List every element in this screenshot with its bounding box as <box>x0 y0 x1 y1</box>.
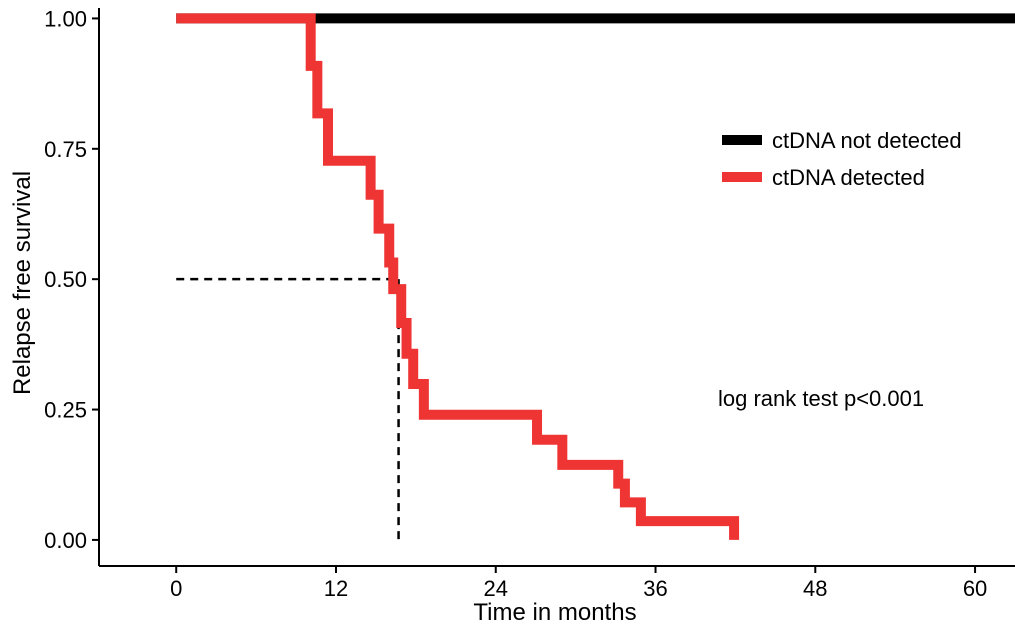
x-tick-label: 12 <box>324 576 348 601</box>
series-layer <box>176 13 1015 540</box>
median-survival-reference <box>176 277 400 540</box>
y-axis-ticks: 0.00 0.25 0.50 0.75 1.00 <box>44 6 99 553</box>
y-tick-label: 0.75 <box>44 137 87 162</box>
y-tick-label: 0.25 <box>44 398 87 423</box>
y-tick-label: 0.00 <box>44 528 87 553</box>
series-line-ctdna-detected <box>176 13 740 540</box>
x-tick-label: 0 <box>170 576 182 601</box>
x-tick-label: 36 <box>643 576 667 601</box>
log-rank-annotation: log rank test p<0.001 <box>718 386 924 411</box>
legend: ctDNA not detected ctDNA detected <box>722 128 962 190</box>
x-axis-ticks: 0 12 24 36 48 60 <box>170 566 987 601</box>
x-tick-label: 24 <box>484 576 508 601</box>
x-axis-title: Time in months <box>473 599 636 626</box>
legend-label-ctdna-not-detected: ctDNA not detected <box>772 128 962 153</box>
y-tick-label: 0.50 <box>44 267 87 292</box>
x-tick-label: 48 <box>803 576 827 601</box>
y-axis-title: Relapse free survival <box>9 171 36 395</box>
y-tick-label: 1.00 <box>44 6 87 31</box>
legend-label-ctdna-detected: ctDNA detected <box>772 165 925 190</box>
x-tick-label: 60 <box>963 576 987 601</box>
